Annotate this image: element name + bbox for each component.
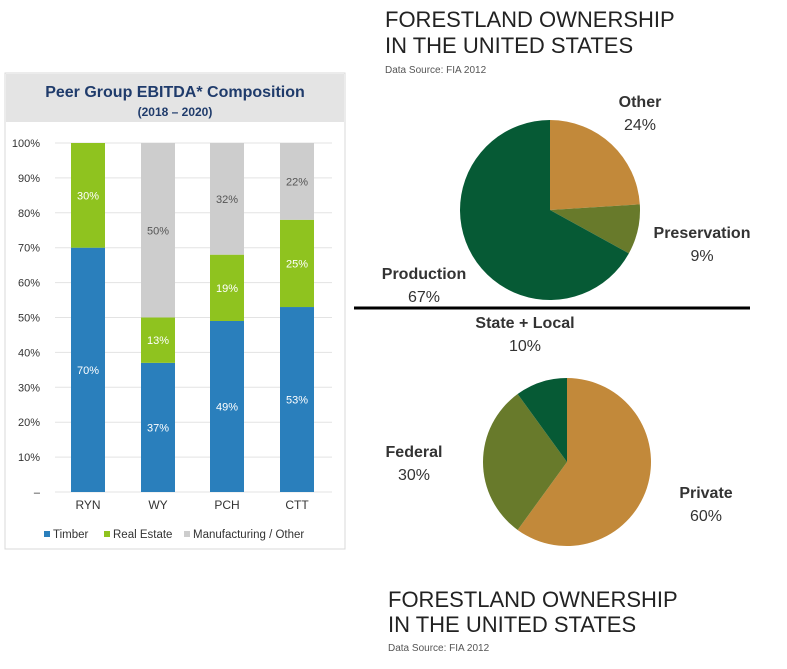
y-tick-label: 20% bbox=[18, 417, 40, 429]
pie-2-title-line-1: FORESTLAND OWNERSHIP bbox=[388, 587, 678, 612]
bar-data-label: 22% bbox=[286, 176, 308, 188]
bar-data-label: 53% bbox=[286, 395, 308, 407]
bar-segment-timber bbox=[71, 247, 105, 492]
pie-slice-other bbox=[550, 120, 640, 210]
bar-chart-title: Peer Group EBITDA* Composition bbox=[45, 84, 305, 101]
pie-2-title-line-2: IN THE UNITED STATES bbox=[388, 612, 636, 637]
pie-1-title-line-1: FORESTLAND OWNERSHIP bbox=[385, 7, 675, 32]
pie-1-source: Data Source: FIA 2012 bbox=[385, 65, 487, 76]
bar-data-label: 37% bbox=[147, 422, 169, 434]
y-tick-label: – bbox=[34, 487, 41, 499]
pie-slice-private bbox=[517, 378, 652, 546]
pie-1-title-line-2: IN THE UNITED STATES bbox=[385, 33, 633, 58]
bar-segment-manufacturing-other bbox=[210, 143, 244, 255]
x-tick-label: RYN bbox=[75, 498, 100, 512]
pie-2-title: FORESTLAND OWNERSHIP IN THE UNITED STATE… bbox=[388, 587, 678, 654]
pie-slice-value: 67% bbox=[408, 289, 440, 306]
x-tick-label: PCH bbox=[214, 498, 239, 512]
bar-segment-real-estate bbox=[71, 143, 105, 248]
pie-slice-value: 9% bbox=[690, 248, 713, 265]
x-tick-label: WY bbox=[148, 498, 167, 512]
pie-slice-name: Production bbox=[382, 266, 466, 283]
pie-slice-name: Preservation bbox=[654, 225, 751, 242]
pie-slice-name: Other bbox=[619, 94, 662, 111]
legend-label: Real Estate bbox=[113, 529, 172, 541]
bar-segment-timber bbox=[210, 320, 244, 492]
y-tick-label: 70% bbox=[18, 243, 40, 255]
bar-segment-manufacturing-other bbox=[280, 143, 314, 220]
y-tick-label: 50% bbox=[18, 313, 40, 325]
pie-slice-name: Private bbox=[679, 485, 732, 502]
bar-segment-real-estate bbox=[210, 254, 244, 321]
bar-segment-real-estate bbox=[141, 317, 175, 363]
y-tick-label: 60% bbox=[18, 278, 40, 290]
y-tick-label: 100% bbox=[12, 138, 40, 150]
pie-slice-preservation bbox=[550, 204, 640, 254]
legend-label: Manufacturing / Other bbox=[193, 529, 304, 541]
legend-swatch bbox=[104, 531, 110, 537]
pie-slice-production bbox=[460, 119, 629, 300]
bar-data-label: 70% bbox=[77, 365, 99, 377]
pie-2-source: Data Source: FIA 2012 bbox=[388, 643, 490, 654]
pie-slice-value: 30% bbox=[398, 467, 430, 484]
y-tick-label: 10% bbox=[18, 452, 40, 464]
pie-slice-value: 24% bbox=[624, 117, 656, 134]
bar-data-label: 30% bbox=[77, 190, 99, 202]
bar-data-label: 19% bbox=[216, 283, 238, 295]
pie-slice-state-local bbox=[517, 378, 567, 462]
bar-data-label: 32% bbox=[216, 194, 238, 206]
y-tick-label: 80% bbox=[18, 208, 40, 220]
bar-data-label: 25% bbox=[286, 258, 308, 270]
legend-swatch bbox=[184, 531, 190, 537]
x-tick-label: CTT bbox=[285, 498, 309, 512]
pie-slice-value: 60% bbox=[690, 508, 722, 525]
legend-swatch bbox=[44, 531, 50, 537]
y-tick-label: 40% bbox=[18, 347, 40, 359]
bar-data-label: 13% bbox=[147, 335, 169, 347]
legend-label: Timber bbox=[53, 529, 89, 541]
pie-slice-name: State + Local bbox=[475, 315, 574, 332]
y-tick-label: 90% bbox=[18, 173, 40, 185]
pie-1-title: FORESTLAND OWNERSHIP IN THE UNITED STATE… bbox=[385, 7, 675, 76]
bar-segment-timber bbox=[141, 362, 175, 492]
pie-slice-name: Federal bbox=[386, 444, 443, 461]
pie-slice-federal bbox=[483, 394, 567, 530]
y-tick-label: 30% bbox=[18, 382, 40, 394]
pie-slice-value: 10% bbox=[509, 338, 541, 355]
bar-segment-real-estate bbox=[280, 219, 314, 308]
bar-data-label: 49% bbox=[216, 401, 238, 413]
bar-chart-subtitle: (2018 – 2020) bbox=[138, 105, 213, 119]
bar-segment-timber bbox=[280, 307, 314, 492]
bar-chart-header bbox=[6, 74, 344, 122]
bar-data-label: 50% bbox=[147, 225, 169, 237]
bar-segment-manufacturing-other bbox=[141, 143, 175, 318]
